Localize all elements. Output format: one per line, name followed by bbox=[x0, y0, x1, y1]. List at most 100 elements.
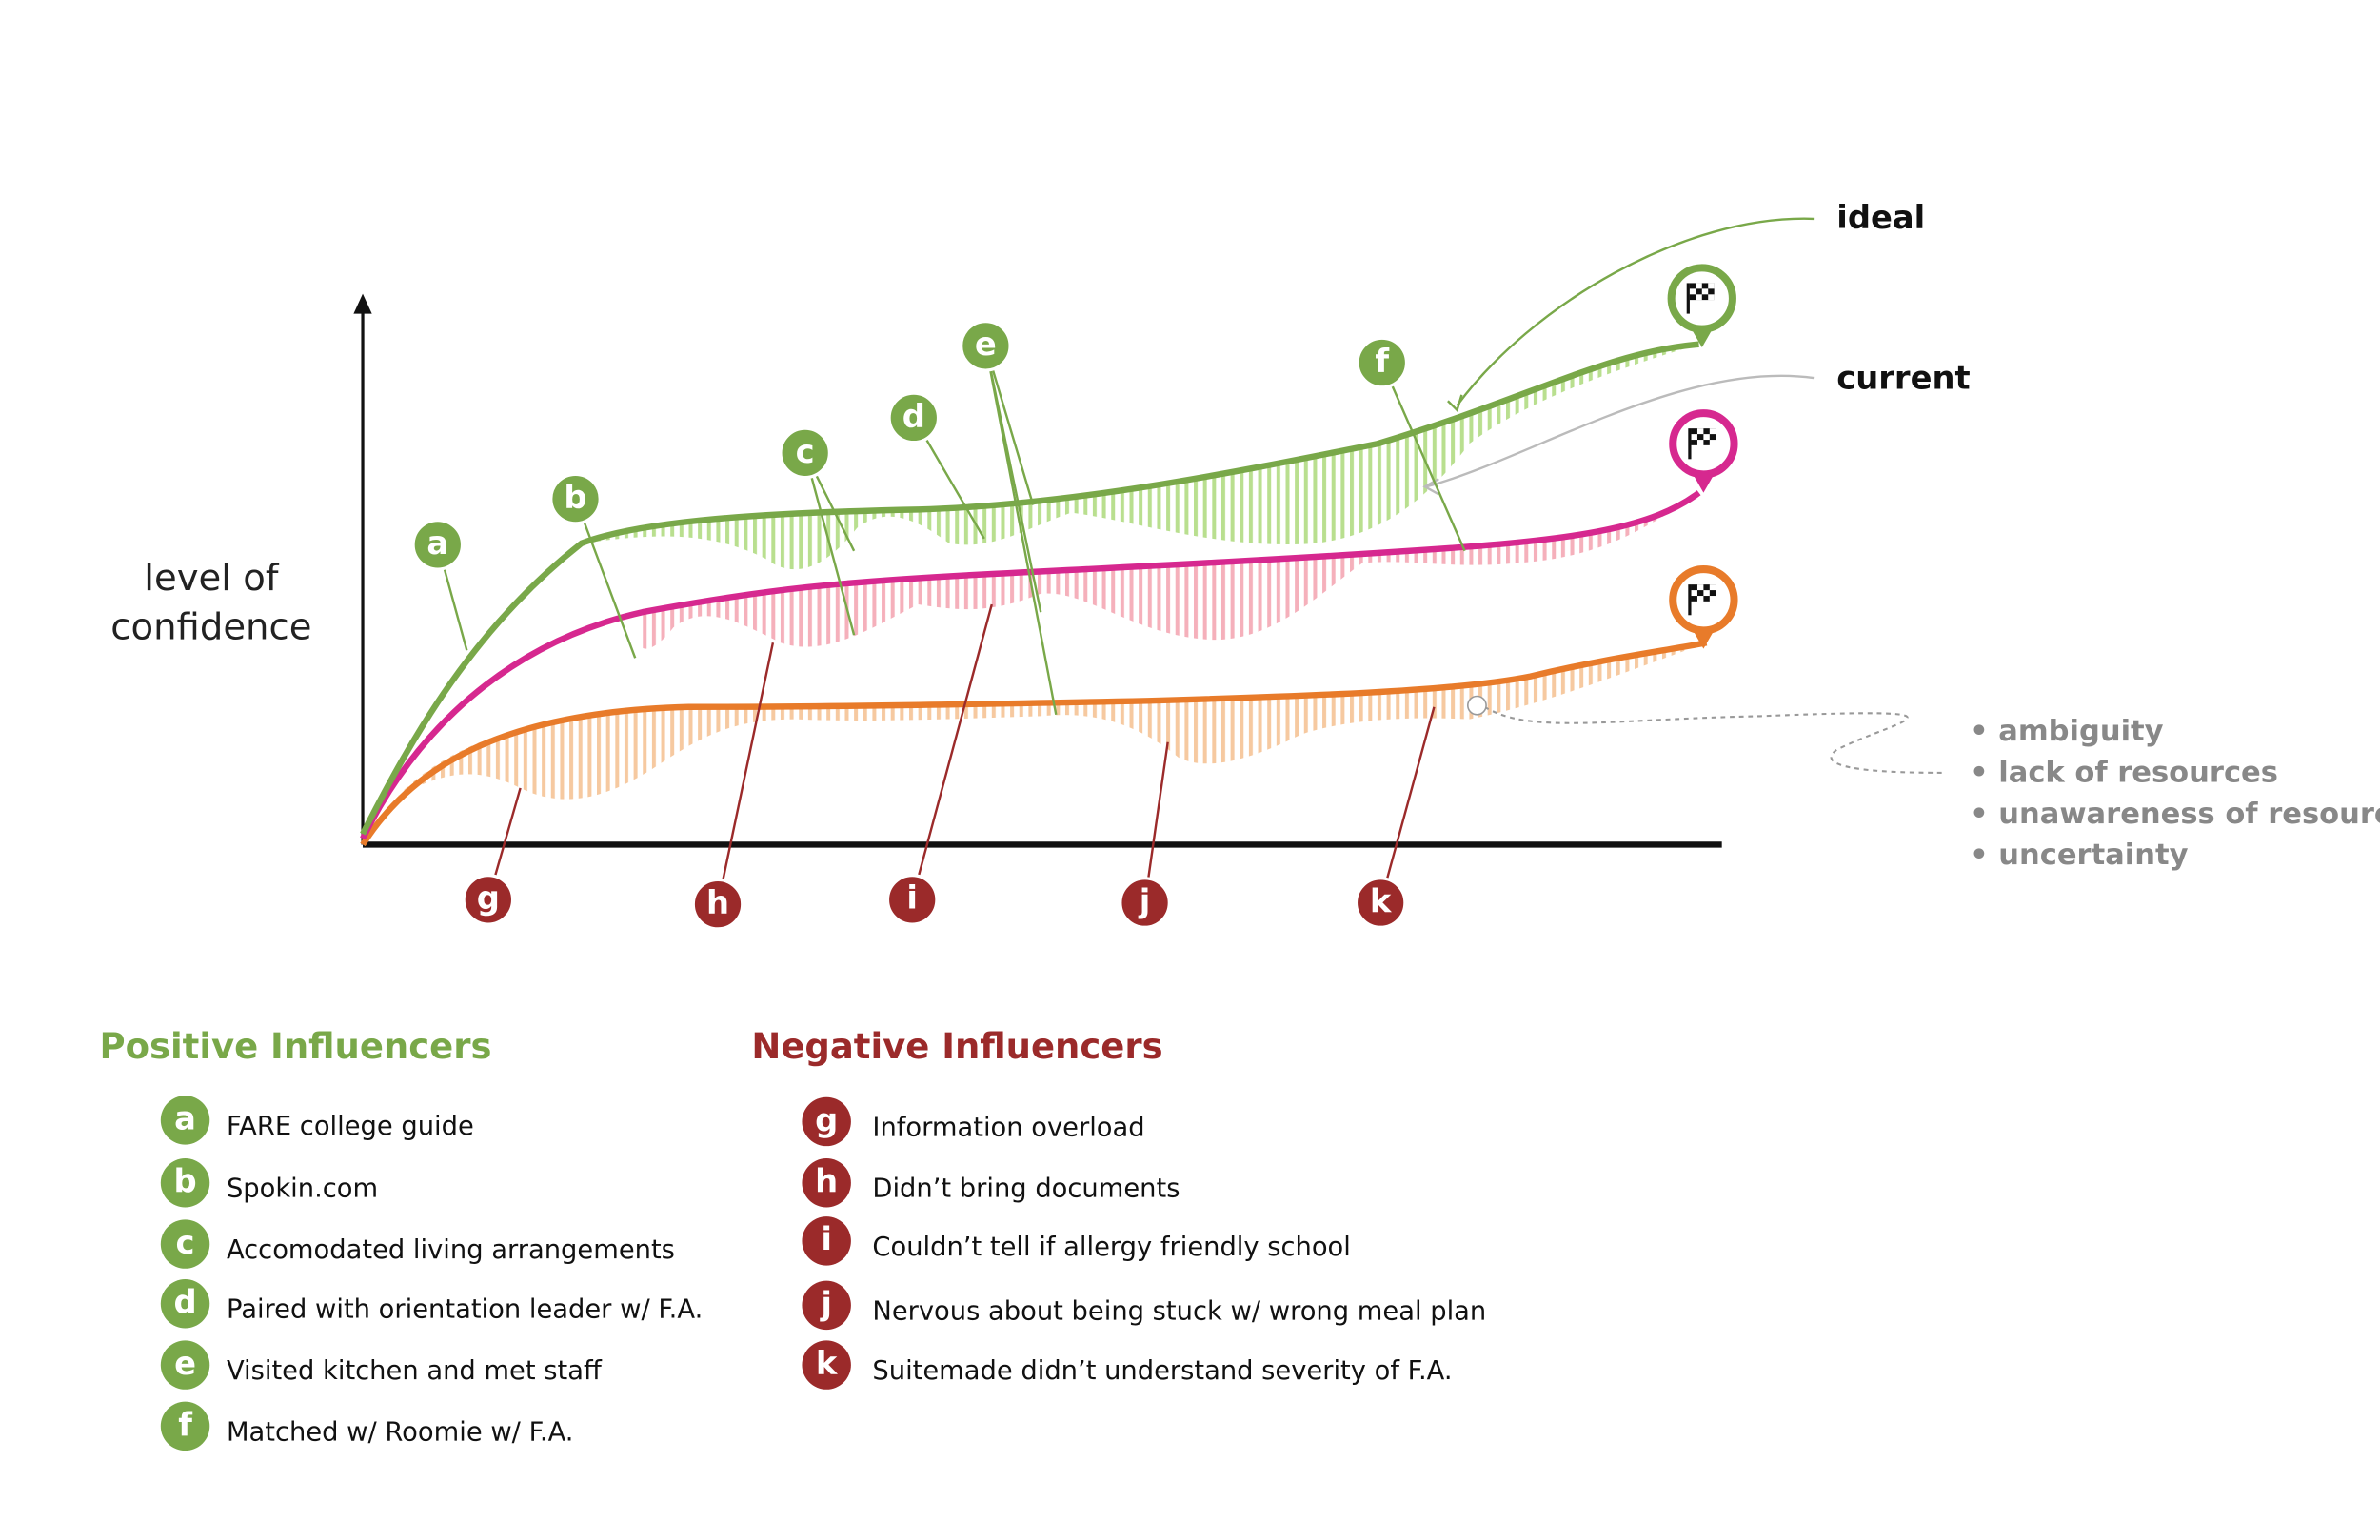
flag-check bbox=[1703, 590, 1710, 597]
leader-line bbox=[984, 345, 1035, 505]
line-label: current bbox=[1836, 360, 1970, 397]
ideal-arrowhead bbox=[1447, 394, 1463, 413]
leader-line bbox=[1380, 362, 1466, 552]
leader-line bbox=[716, 642, 775, 905]
flag-check bbox=[1701, 288, 1709, 295]
ideal-gap bbox=[581, 344, 1699, 570]
pins bbox=[1667, 264, 1738, 649]
flag-pole bbox=[1688, 428, 1692, 460]
legend-text: Accomodated living arrangements bbox=[227, 1235, 675, 1265]
legend-badge bbox=[160, 1219, 210, 1269]
bullet: • uncertainty bbox=[1970, 839, 2188, 872]
legend-letter: b bbox=[173, 1163, 196, 1200]
flag-check bbox=[1709, 584, 1716, 591]
legend-badge bbox=[802, 1216, 851, 1266]
current-gap bbox=[638, 492, 1699, 649]
marker-badge bbox=[462, 874, 515, 926]
legend-letter: d bbox=[173, 1284, 196, 1321]
bullet: • unawareness of resources bbox=[1970, 798, 2380, 831]
marker-badge bbox=[885, 874, 939, 926]
legend-badge bbox=[160, 1096, 210, 1145]
legend-text: Nervous about being stuck w/ wrong meal … bbox=[872, 1296, 1486, 1326]
bullet-anchor bbox=[1466, 695, 1487, 716]
marker-letter: h bbox=[706, 884, 729, 921]
marker-badge bbox=[1119, 877, 1171, 929]
flag-check bbox=[1709, 596, 1716, 602]
flag-check bbox=[1691, 434, 1697, 441]
legend-badge bbox=[160, 1401, 210, 1451]
y-axis-label: level of bbox=[144, 557, 280, 600]
marker-letter: g bbox=[477, 879, 500, 917]
legend-text: Didn’t bring documents bbox=[872, 1175, 1180, 1204]
marker-badge bbox=[779, 426, 831, 480]
legend-text: FARE college guide bbox=[227, 1112, 474, 1141]
flag-check bbox=[1708, 283, 1715, 289]
legend-text: Paired with orientation leader w/ F.A. bbox=[227, 1295, 703, 1325]
marker-badge bbox=[411, 519, 465, 571]
marker-badge bbox=[549, 472, 602, 525]
marker-letter: a bbox=[426, 524, 448, 562]
bullet-pointer bbox=[1483, 705, 1944, 774]
legend-letter: c bbox=[176, 1224, 195, 1261]
marker-letter: k bbox=[1370, 882, 1393, 919]
legend-text: Couldn’t tell if allergy friendly school bbox=[872, 1233, 1350, 1262]
marker-letter: j bbox=[1138, 882, 1151, 919]
legend-badge bbox=[802, 1158, 851, 1208]
flag-check bbox=[1696, 428, 1704, 435]
marker-badge bbox=[691, 878, 744, 931]
flag-check bbox=[1709, 428, 1716, 435]
ideal-pointer bbox=[1456, 217, 1815, 406]
marker-badge bbox=[887, 391, 941, 444]
flag-check bbox=[1703, 434, 1710, 441]
current-pointer bbox=[1426, 374, 1815, 488]
flag-check bbox=[1696, 440, 1704, 446]
texts: level of confidence ideal current • ambiguit… bbox=[100, 199, 2380, 1451]
markers: a b c d e f g h i j k bbox=[411, 320, 1466, 931]
legend-letter: a bbox=[174, 1100, 196, 1137]
legend-badge bbox=[160, 1340, 210, 1390]
legend-badge bbox=[802, 1096, 851, 1147]
legend-letter: i bbox=[821, 1221, 832, 1258]
leader-line bbox=[984, 346, 1058, 716]
legend-letter: f bbox=[178, 1406, 192, 1443]
leader-line bbox=[1143, 741, 1169, 903]
legend-text: Matched w/ Roomie w/ F.A. bbox=[227, 1417, 574, 1447]
flag-check bbox=[1689, 288, 1696, 295]
legend-letter: j bbox=[819, 1285, 832, 1322]
legend-title: Positive Influencers bbox=[100, 1026, 492, 1067]
flag-pole bbox=[1688, 584, 1692, 616]
flag-check bbox=[1696, 294, 1702, 301]
marker-badge bbox=[1356, 336, 1409, 389]
y-axis-label: confidence bbox=[110, 606, 311, 649]
marker-letter: e bbox=[975, 326, 997, 363]
flag-pole bbox=[1686, 283, 1690, 314]
flag-check bbox=[1708, 294, 1715, 301]
legend-title: Negative Influencers bbox=[751, 1026, 1162, 1067]
orange-gap bbox=[398, 642, 1707, 800]
leader-line bbox=[1378, 706, 1436, 903]
flag-check bbox=[1696, 596, 1704, 602]
flag-check bbox=[1696, 584, 1704, 591]
leader-line bbox=[803, 452, 856, 636]
bullet: • lack of resources bbox=[1970, 756, 2278, 789]
leader-line bbox=[911, 603, 993, 900]
legend-text: Visited kitchen and met staff bbox=[227, 1356, 603, 1386]
legend-text: Suitemade didn’t understand severity of … bbox=[872, 1356, 1452, 1386]
marker-letter: d bbox=[902, 398, 925, 435]
ideal-curve bbox=[360, 341, 1699, 836]
legend-letter: e bbox=[174, 1345, 196, 1382]
legend-badge bbox=[160, 1279, 210, 1329]
legend-letter: k bbox=[816, 1345, 839, 1382]
marker-letter: i bbox=[906, 879, 918, 917]
marker-letter: c bbox=[796, 433, 815, 470]
orange-curve bbox=[360, 640, 1708, 847]
current-curve bbox=[360, 490, 1701, 840]
flag-check bbox=[1696, 283, 1702, 289]
flag-check bbox=[1709, 440, 1716, 446]
legend-badge bbox=[802, 1340, 851, 1390]
legend-badge bbox=[802, 1280, 851, 1331]
marker-letter: f bbox=[1375, 343, 1389, 380]
marker-badge bbox=[1354, 877, 1407, 929]
bullet: • ambiguity bbox=[1970, 715, 2164, 748]
